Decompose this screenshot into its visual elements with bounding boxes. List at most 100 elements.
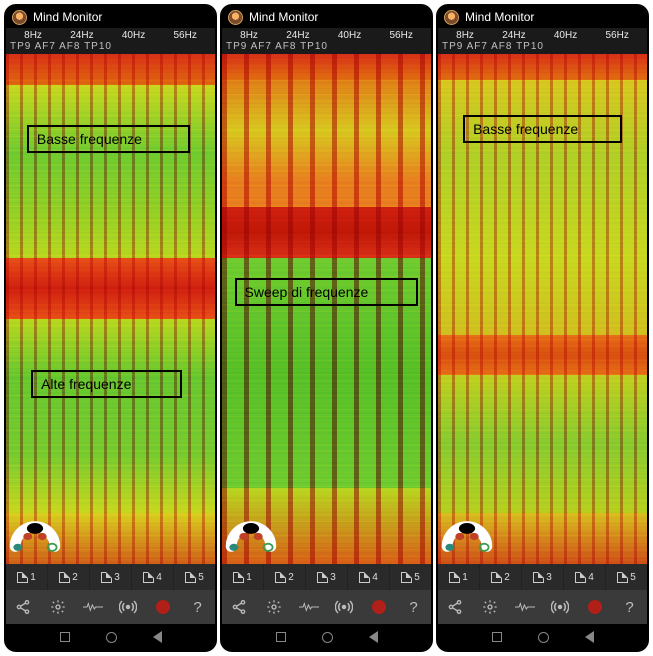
nav-back-icon[interactable] — [369, 631, 378, 643]
save-slot-button[interactable]: 5 — [390, 564, 431, 590]
stream-button[interactable] — [542, 598, 577, 616]
save-slot-button[interactable]: 3 — [522, 564, 564, 590]
save-slot-button[interactable]: 2 — [480, 564, 522, 590]
help-button[interactable]: ? — [396, 599, 431, 616]
nav-home-icon[interactable] — [538, 632, 549, 643]
nav-recent-icon[interactable] — [276, 632, 286, 642]
app-titlebar: Mind Monitor — [6, 6, 215, 28]
save-icon — [143, 572, 154, 583]
stream-button[interactable] — [110, 598, 145, 616]
save-slot-label: 3 — [330, 572, 336, 583]
freq-tick: 40Hz — [122, 30, 145, 41]
save-slot-label: 2 — [504, 572, 510, 583]
freq-tick: 8Hz — [456, 30, 474, 41]
headset-indicator — [8, 514, 62, 562]
save-slot-button[interactable]: 1 — [438, 564, 480, 590]
help-button[interactable]: ? — [180, 599, 215, 616]
record-button[interactable] — [577, 600, 612, 614]
help-button[interactable]: ? — [612, 599, 647, 616]
freq-tick: 56Hz — [390, 30, 413, 41]
app-icon — [228, 10, 243, 25]
app-titlebar: Mind Monitor — [438, 6, 647, 28]
save-slot-label: 2 — [72, 572, 78, 583]
save-slot-label: 4 — [588, 572, 594, 583]
save-slot-label: 1 — [462, 572, 468, 583]
save-slot-label: 5 — [630, 572, 636, 583]
nav-back-icon[interactable] — [153, 631, 162, 643]
app-title: Mind Monitor — [465, 10, 534, 24]
save-icon — [275, 572, 286, 583]
annotation-callout: Basse frequenze — [463, 115, 622, 143]
headset-indicator-icon — [224, 514, 278, 563]
save-icon — [575, 572, 586, 583]
record-button[interactable] — [361, 600, 396, 614]
annotation-callout: Sweep di frequenze — [235, 278, 419, 306]
nav-recent-icon[interactable] — [492, 632, 502, 642]
settings-button[interactable] — [257, 599, 292, 615]
save-slot-button[interactable]: 2 — [264, 564, 306, 590]
nav-back-icon[interactable] — [585, 631, 594, 643]
save-slot-button[interactable]: 2 — [48, 564, 90, 590]
spectrogram-view[interactable]: Basse frequenze — [438, 54, 647, 564]
save-icon — [317, 572, 328, 583]
settings-button[interactable] — [41, 599, 76, 615]
save-slot-button[interactable]: 1 — [222, 564, 264, 590]
save-slot-button[interactable]: 3 — [90, 564, 132, 590]
save-slot-button[interactable]: 1 — [6, 564, 48, 590]
app-title: Mind Monitor — [33, 10, 102, 24]
save-slot-button[interactable]: 5 — [174, 564, 215, 590]
channel-labels: TP9 AF7 AF8 TP10 — [438, 41, 647, 54]
save-slot-label: 4 — [372, 572, 378, 583]
save-slot-button[interactable]: 3 — [306, 564, 348, 590]
headset-indicator — [440, 514, 494, 562]
share-button[interactable] — [6, 599, 41, 615]
settings-button[interactable] — [473, 599, 508, 615]
save-icon — [617, 572, 628, 583]
save-slot-button[interactable]: 4 — [564, 564, 606, 590]
save-slot-button[interactable]: 4 — [132, 564, 174, 590]
freq-axis: 8Hz24Hz40Hz56Hz — [222, 28, 431, 41]
freq-tick: 40Hz — [554, 30, 577, 41]
record-icon — [156, 600, 170, 614]
spectrogram-view[interactable]: Sweep di frequenze — [222, 54, 431, 564]
record-button[interactable] — [145, 600, 180, 614]
freq-tick: 40Hz — [338, 30, 361, 41]
share-button[interactable] — [222, 599, 257, 615]
channel-labels: TP9 AF7 AF8 TP10 — [6, 41, 215, 54]
freq-tick: 24Hz — [502, 30, 525, 41]
waveform-button[interactable] — [76, 600, 111, 614]
save-icon — [101, 572, 112, 583]
save-icon — [401, 572, 412, 583]
nav-home-icon[interactable] — [106, 632, 117, 643]
save-slot-button[interactable]: 5 — [606, 564, 647, 590]
app-icon — [444, 10, 459, 25]
save-slot-label: 1 — [30, 572, 36, 583]
record-icon — [372, 600, 386, 614]
phone-screenshot: Mind Monitor 8Hz24Hz40Hz56Hz TP9 AF7 AF8… — [436, 4, 649, 652]
phone-screenshot: Mind Monitor 8Hz24Hz40Hz56Hz TP9 AF7 AF8… — [220, 4, 433, 652]
freq-axis: 8Hz24Hz40Hz56Hz — [6, 28, 215, 41]
app-titlebar: Mind Monitor — [222, 6, 431, 28]
android-nav-bar — [6, 624, 215, 650]
freq-axis: 8Hz24Hz40Hz56Hz — [438, 28, 647, 41]
save-slot-row: 1 2 3 4 5 — [6, 564, 215, 590]
save-slot-row: 1 2 3 4 5 — [222, 564, 431, 590]
freq-tick: 24Hz — [70, 30, 93, 41]
share-button[interactable] — [438, 599, 473, 615]
annotation-callout: Basse frequenze — [27, 125, 190, 153]
save-icon — [449, 572, 460, 583]
stream-button[interactable] — [326, 598, 361, 616]
save-slot-button[interactable]: 4 — [348, 564, 390, 590]
waveform-button[interactable] — [508, 600, 543, 614]
android-nav-bar — [222, 624, 431, 650]
android-nav-bar — [438, 624, 647, 650]
headset-indicator-icon — [8, 514, 62, 563]
nav-home-icon[interactable] — [322, 632, 333, 643]
save-slot-label: 5 — [414, 572, 420, 583]
save-slot-label: 3 — [546, 572, 552, 583]
spectrogram-view[interactable]: Basse frequenzeAlte frequenze — [6, 54, 215, 564]
nav-recent-icon[interactable] — [60, 632, 70, 642]
waveform-button[interactable] — [292, 600, 327, 614]
channel-labels: TP9 AF7 AF8 TP10 — [222, 41, 431, 54]
save-icon — [59, 572, 70, 583]
